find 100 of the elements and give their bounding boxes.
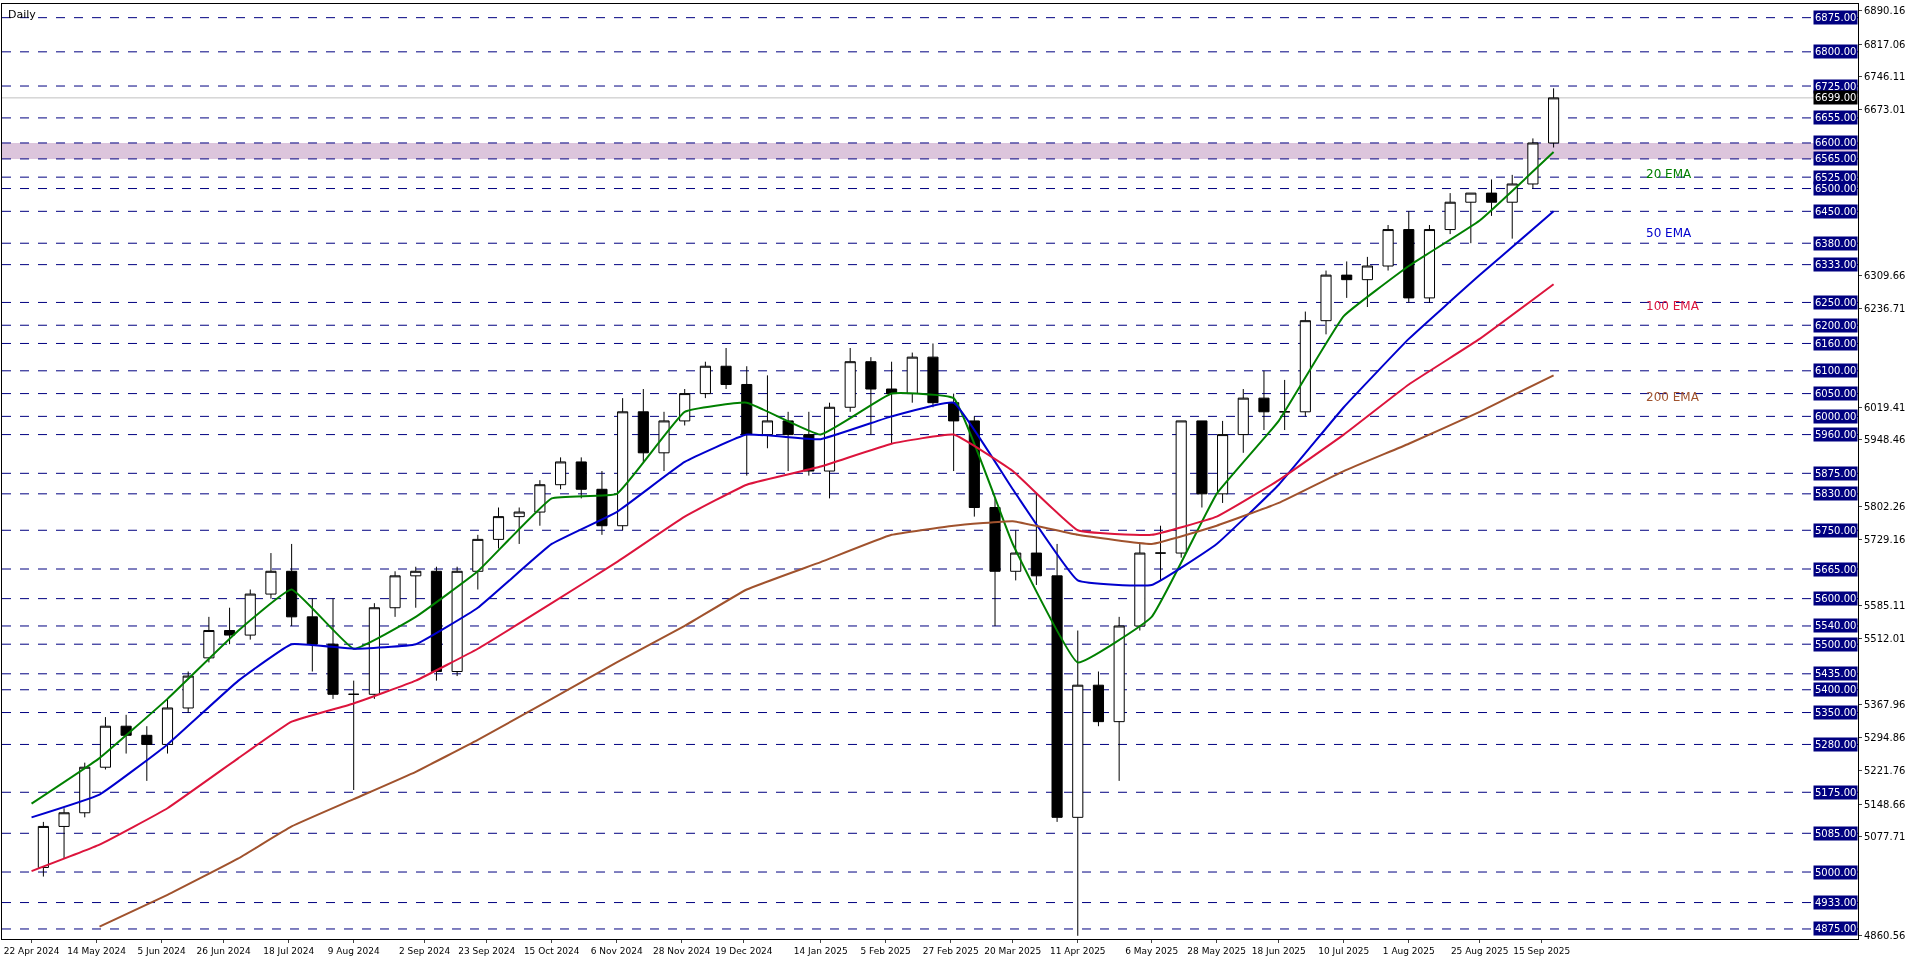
- y-tick-label: 6817.06: [1864, 38, 1906, 50]
- candlestick: [430, 566, 443, 682]
- candlestick: [306, 598, 318, 673]
- ref-line-label: 5875.00: [1815, 468, 1857, 479]
- x-tick-label: 1 Aug 2025: [1382, 945, 1435, 956]
- y-tick-label: 5148.66: [1864, 798, 1906, 810]
- candlestick: [161, 698, 174, 755]
- candlestick: [617, 397, 629, 531]
- y-tick-label: 5802.26: [1864, 500, 1906, 512]
- text: 100 EMA: [1646, 299, 1700, 313]
- candlestick: [741, 365, 753, 477]
- ref-line-label: 6160.00: [1815, 338, 1857, 349]
- ref-line-label: 6725.00: [1815, 81, 1857, 92]
- candlestick: [451, 566, 463, 677]
- candlestick: [1548, 87, 1560, 149]
- candlestick: [224, 607, 236, 645]
- x-tick-label: 14 Jan 2025: [793, 945, 848, 956]
- x-tick-label: 14 May 2024: [67, 945, 127, 956]
- y-tick-label: 5585.11: [1864, 599, 1906, 611]
- candlestick: [1175, 420, 1187, 559]
- candlestick: [368, 602, 380, 700]
- y-tick-label: 5367.96: [1864, 698, 1906, 710]
- candlestick: [948, 393, 960, 472]
- candlestick: [658, 411, 670, 472]
- y-tick-label: 4860.56: [1864, 930, 1906, 942]
- y-tick-label: 5512.01: [1864, 633, 1906, 645]
- line-series: [30, 283, 1555, 873]
- candlestick: [534, 479, 546, 527]
- candlestick: [1299, 311, 1311, 417]
- ref-line-label: 6875.00: [1815, 12, 1857, 23]
- text: 50 EMA: [1646, 226, 1693, 240]
- candlestick: [99, 716, 112, 770]
- ref-line-label: 5540.00: [1815, 620, 1857, 631]
- ref-line-label: 6050.00: [1815, 388, 1857, 399]
- candlestick: [1527, 137, 1539, 190]
- candlestick: [782, 411, 794, 472]
- y-tick-label: 5221.76: [1864, 765, 1906, 777]
- candlestick: [286, 543, 298, 627]
- candlestick: [720, 347, 732, 390]
- chart-title: Daily: [8, 8, 37, 21]
- x-tick-label: 15 Oct 2024: [523, 945, 580, 956]
- y-tick-label: 5077.71: [1864, 831, 1906, 843]
- x-tick-label: 23 Sep 2024: [458, 945, 516, 956]
- candlestick: [1113, 616, 1125, 782]
- ref-line-label: 5500.00: [1815, 639, 1857, 650]
- candlestick: [1092, 671, 1105, 727]
- candlestick: [1217, 420, 1229, 504]
- candlestick: [906, 352, 918, 404]
- candlestick: [1361, 256, 1373, 308]
- x-tick-label: 18 Jun 2025: [1251, 945, 1306, 956]
- ref-line-label: 5435.00: [1815, 668, 1857, 679]
- candlestick: [1320, 270, 1332, 335]
- candlestick: [1072, 630, 1084, 937]
- y-tick-label: 5729.16: [1864, 534, 1906, 546]
- x-tick-label: 6 May 2025: [1125, 945, 1179, 956]
- candlestick: [182, 671, 194, 714]
- candlestick: [327, 598, 339, 700]
- candlestick: [886, 361, 898, 445]
- candlestick: [1134, 543, 1146, 632]
- candlestick: [244, 589, 256, 641]
- text: 20 EMA: [1646, 167, 1693, 181]
- candlestick: [1279, 379, 1291, 431]
- candlestick: [844, 347, 856, 413]
- x-tick-label: 5 Feb 2025: [860, 945, 911, 956]
- candlestick: [865, 356, 877, 436]
- candlestick: [989, 497, 1001, 627]
- candlestick: [575, 456, 587, 499]
- x-tick-label: 11 Apr 2025: [1049, 945, 1106, 956]
- x-tick-label: 25 Aug 2025: [1450, 945, 1509, 956]
- candlestick: [1237, 388, 1249, 454]
- x-tick-label: 10 Jul 2025: [1318, 945, 1370, 956]
- ref-line-label: 6525.00: [1815, 172, 1857, 183]
- candlestick: [410, 566, 422, 609]
- ref-line-label: 5175.00: [1815, 787, 1857, 798]
- ref-line-label: 5085.00: [1815, 828, 1857, 839]
- candlestick: [1196, 420, 1208, 508]
- ref-line-label: 6699.00: [1815, 92, 1857, 103]
- candlestick: [141, 725, 153, 782]
- x-tick-label: 22 Apr 2024: [3, 945, 60, 956]
- x-tick-label: 15 Sep 2025: [1513, 945, 1571, 956]
- candlestick: [1051, 543, 1063, 823]
- candlestick: [492, 507, 505, 550]
- x-tick-label: 2 Sep 2024: [398, 945, 451, 956]
- x-tick-label: 28 Nov 2024: [652, 945, 711, 956]
- candlestick: [1154, 525, 1167, 581]
- ref-line-label: 4933.00: [1815, 897, 1857, 908]
- ref-line-label: 6800.00: [1815, 46, 1857, 57]
- ref-line-label: 5400.00: [1815, 684, 1857, 695]
- y-tick-label: 6236.71: [1864, 303, 1906, 315]
- y-tick-label: 6019.41: [1864, 402, 1906, 414]
- ref-line-label: 6380.00: [1815, 238, 1857, 249]
- candlestick: [1423, 224, 1436, 303]
- candlestick: [823, 402, 836, 499]
- ref-line-label: 6565.00: [1815, 153, 1857, 164]
- candlestick: [761, 374, 774, 449]
- y-tick-label: 6673.01: [1864, 104, 1906, 116]
- x-tick-label: 19 Dec 2024: [715, 945, 773, 956]
- candlestick: [58, 807, 70, 859]
- candlestick: [1010, 529, 1022, 581]
- x-tick-label: 18 Jul 2024: [263, 945, 315, 956]
